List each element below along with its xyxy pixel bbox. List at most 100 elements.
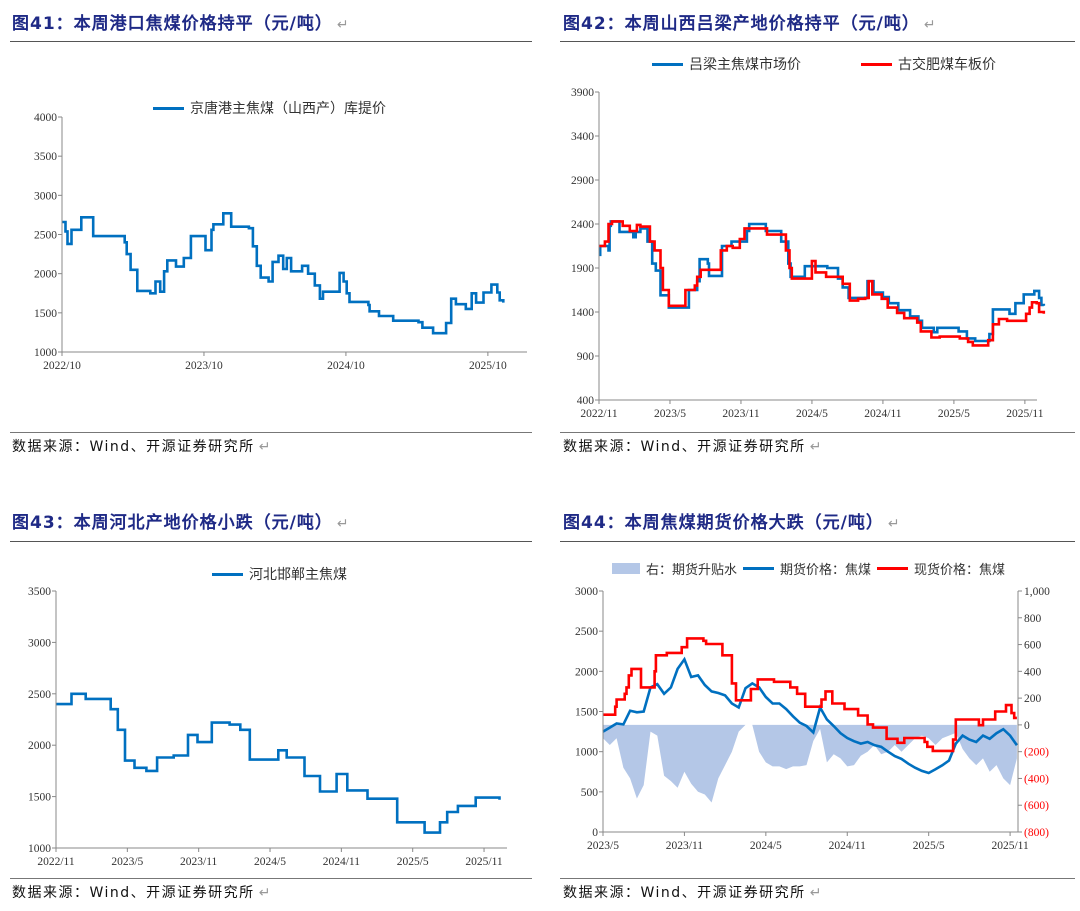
y-tick-label: 2500 xyxy=(28,689,51,701)
y-tick-label: 0 xyxy=(592,827,598,839)
source-text: 数据来源：Wind、开源证券研究所 xyxy=(12,885,255,901)
title-divider xyxy=(560,541,1075,542)
y-tick-label: 900 xyxy=(577,351,595,363)
right-y-tick-label: (800) xyxy=(1024,827,1049,839)
y-tick-label: 2900 xyxy=(571,175,594,187)
source-note-42: 数据来源：Wind、开源证券研究所 ↵ xyxy=(563,436,823,456)
y-tick-label: 1500 xyxy=(34,308,57,320)
y-tick-label: 3500 xyxy=(28,586,51,598)
x-tick-label: 2022/11 xyxy=(580,408,618,420)
y-tick-label: 1500 xyxy=(28,792,51,804)
legend-label: 右：期货升贴水 xyxy=(646,563,738,578)
x-tick-label: 2024/10 xyxy=(327,360,365,372)
title-text: 图41：本周港口焦煤价格持平（元/吨） xyxy=(12,14,333,34)
y-tick-label: 1500 xyxy=(575,707,598,719)
legend-fig43: 河北邯郸主焦煤 xyxy=(212,564,347,584)
x-tick-label: 2025/5 xyxy=(938,408,970,420)
source-divider xyxy=(10,878,532,879)
y-tick-label: 3500 xyxy=(34,151,57,163)
x-tick-label: 2024/5 xyxy=(750,840,782,852)
legend-label: 古交肥煤车板价 xyxy=(898,57,996,73)
y-tick-label: 2500 xyxy=(575,626,598,638)
legend-swatch xyxy=(743,567,775,570)
y-tick-label: 3400 xyxy=(571,131,594,143)
y-tick-label: 3000 xyxy=(575,586,598,598)
x-tick-label: 2023/5 xyxy=(587,840,619,852)
legend-label: 京唐港主焦煤（山西产）库提价 xyxy=(190,101,386,117)
x-tick-label: 2025/11 xyxy=(991,840,1029,852)
paragraph-mark-icon: ↵ xyxy=(809,885,823,901)
title-text: 图43：本周河北产地价格小跌（元/吨） xyxy=(12,513,333,533)
legend-swatch xyxy=(153,106,184,110)
series-line-0 xyxy=(56,692,501,834)
legend-label: 吕梁主焦煤市场价 xyxy=(689,57,801,73)
title-text: 图42：本周山西吕梁产地价格持平（元/吨） xyxy=(563,14,920,34)
legend-label: 现货价格：焦煤 xyxy=(914,563,1006,578)
legend-swatch xyxy=(861,62,892,66)
legend-swatch xyxy=(652,62,683,66)
legend-swatch xyxy=(212,572,243,576)
basis-area-series xyxy=(603,724,1017,803)
x-tick-label: 2023/11 xyxy=(722,408,760,420)
x-tick-label: 2025/5 xyxy=(913,840,945,852)
y-tick-label: 3000 xyxy=(28,637,51,649)
source-text: 数据来源：Wind、开源证券研究所 xyxy=(12,439,255,455)
x-tick-label: 2022/11 xyxy=(37,856,75,868)
source-text: 数据来源：Wind、开源证券研究所 xyxy=(563,885,806,901)
paragraph-mark-icon: ↵ xyxy=(258,439,272,455)
x-tick-label: 2025/10 xyxy=(469,360,507,372)
source-divider xyxy=(560,432,1075,433)
x-tick-label: 2024/11 xyxy=(323,856,361,868)
right-y-tick-label: 600 xyxy=(1024,640,1042,652)
paragraph-mark-icon: ↵ xyxy=(336,516,350,532)
source-note-44: 数据来源：Wind、开源证券研究所 ↵ xyxy=(563,882,823,902)
right-y-tick-label: 0 xyxy=(1024,720,1030,732)
y-tick-label: 2000 xyxy=(28,740,51,752)
x-tick-label: 2023/10 xyxy=(185,360,223,372)
x-tick-label: 2023/5 xyxy=(111,856,143,868)
x-tick-label: 2024/11 xyxy=(864,408,902,420)
right-y-tick-label: (200) xyxy=(1024,747,1049,759)
legend-swatch xyxy=(612,563,640,574)
y-tick-label: 1000 xyxy=(34,347,57,359)
x-tick-label: 2025/11 xyxy=(465,856,503,868)
x-tick-label: 2024/5 xyxy=(796,408,828,420)
y-tick-label: 500 xyxy=(581,787,599,799)
y-tick-label: 2000 xyxy=(34,269,57,281)
paragraph-mark-icon: ↵ xyxy=(809,439,823,455)
y-tick-label: 1400 xyxy=(571,307,594,319)
series-line-0 xyxy=(598,220,1046,343)
series-line-2 xyxy=(603,637,1017,753)
paragraph-mark-icon: ↵ xyxy=(258,885,272,901)
y-tick-label: 4000 xyxy=(34,112,57,124)
source-note-41: 数据来源：Wind、开源证券研究所 ↵ xyxy=(12,436,272,456)
y-tick-label: 1000 xyxy=(575,747,598,759)
title-divider xyxy=(10,41,532,42)
paragraph-mark-icon: ↵ xyxy=(336,17,350,33)
right-y-tick-label: (600) xyxy=(1024,800,1049,812)
source-divider xyxy=(10,432,532,433)
title-text: 图44：本周焦煤期货价格大跌（元/吨） xyxy=(563,513,884,533)
legend-swatch xyxy=(877,567,909,570)
right-y-tick-label: 1,000 xyxy=(1024,586,1050,598)
figure-43-title: 图43：本周河北产地价格小跌（元/吨） ↵ xyxy=(12,508,350,533)
x-tick-label: 2022/10 xyxy=(43,360,81,372)
x-tick-label: 2024/5 xyxy=(254,856,286,868)
x-tick-label: 2023/11 xyxy=(666,840,704,852)
right-y-tick-label: 200 xyxy=(1024,693,1042,705)
y-tick-label: 1900 xyxy=(571,263,594,275)
x-tick-label: 2024/11 xyxy=(829,840,867,852)
title-divider xyxy=(10,541,532,542)
series-line-0 xyxy=(62,212,505,335)
legend-fig44: 右：期货升贴水 期货价格：焦煤 现货价格：焦煤 xyxy=(612,559,1005,578)
x-tick-label: 2025/5 xyxy=(397,856,429,868)
x-tick-label: 2025/11 xyxy=(1006,408,1044,420)
y-tick-label: 2400 xyxy=(571,219,594,231)
figure-44-title: 图44：本周焦煤期货价格大跌（元/吨） ↵ xyxy=(563,508,901,533)
y-tick-label: 2500 xyxy=(34,230,57,242)
series-line-1 xyxy=(602,656,1018,775)
y-tick-label: 3000 xyxy=(34,190,57,202)
right-y-tick-label: 800 xyxy=(1024,613,1042,625)
figure-41-title: 图41：本周港口焦煤价格持平（元/吨） ↵ xyxy=(12,9,350,34)
right-y-tick-label: 400 xyxy=(1024,666,1042,678)
